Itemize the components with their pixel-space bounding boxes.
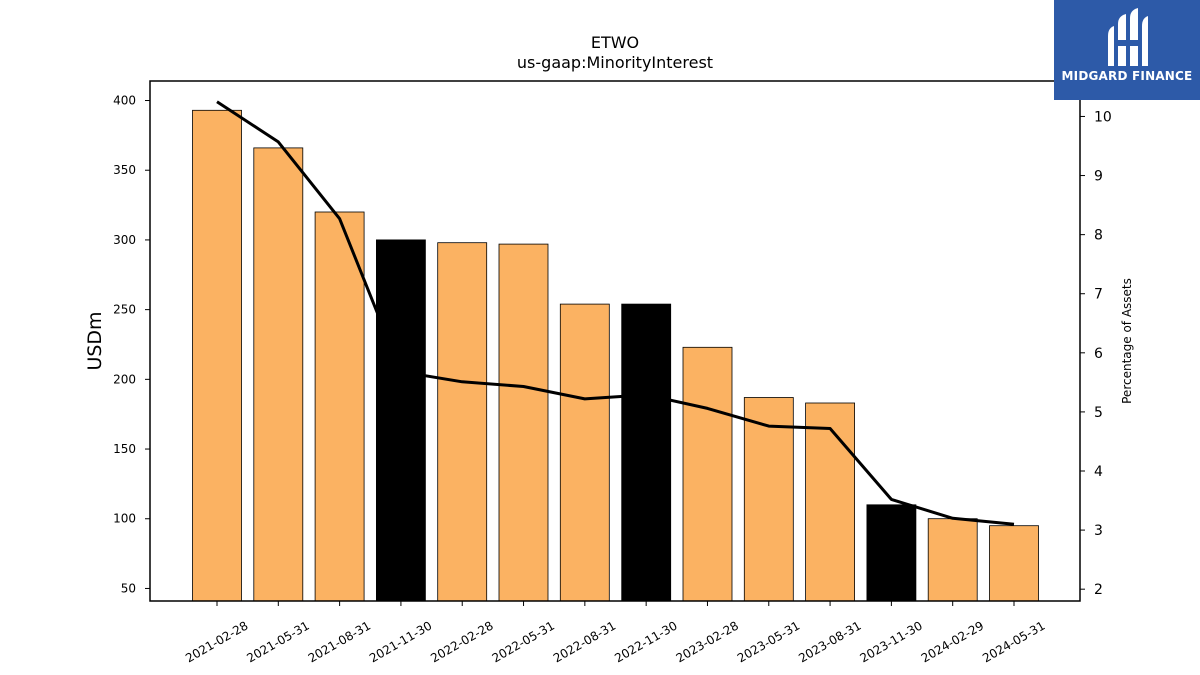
y-tick-label: 50 [121,581,136,595]
y2-axis-label: Percentage of Assets [1120,278,1134,404]
plot-frame [149,80,1081,602]
y-tick-label: 350 [113,163,136,177]
y2-tick-label: 3 [1094,523,1103,539]
bar-2022-05-31 [498,243,549,602]
bar-2022-02-28 [437,242,488,602]
x-tick-label: 2021-11-30 [367,618,434,665]
x-axis-ticks: 2021-02-282021-05-312021-08-312021-11-30… [183,601,1048,665]
x-tick-label: 2021-08-31 [306,618,373,665]
bar-2022-08-31 [559,303,610,602]
x-tick-label: 2024-05-31 [980,618,1047,665]
bar-2023-05-31 [743,397,794,602]
logo-text: MIDGARD FINANCE [1061,69,1193,83]
x-tick-label: 2022-05-31 [490,618,557,665]
bar-2023-02-28 [682,346,733,602]
left-axis-ticks: 50 100 150 200 250 300 350 400 [113,94,150,595]
bar-2024-02-29 [927,518,978,602]
x-tick-label: 2023-11-30 [857,618,924,665]
x-tick-label: 2023-02-28 [674,618,741,665]
logo-mark-icon [1108,8,1148,66]
bar-2023-11-30 [866,504,917,602]
y2-tick-label: 4 [1094,464,1103,480]
y2-tick-label: 10 [1094,109,1112,125]
bar-2021-02-28 [192,109,242,602]
y-tick-label: 200 [113,372,136,386]
y-tick-label: 250 [113,303,136,317]
y-tick-label: 400 [113,94,136,108]
bar-2022-11-30 [621,303,672,602]
bar-2021-11-30 [375,239,426,602]
right-axis-ticks: 2 3 4 5 6 7 8 9 10 [1080,109,1112,598]
y-tick-label: 100 [113,512,136,526]
percentage-series-line [216,100,1015,526]
x-tick-label: 2024-02-29 [919,618,986,665]
x-tick-label: 2023-05-31 [735,618,802,665]
x-tick-label: 2022-02-28 [428,618,495,665]
bars [192,109,1039,602]
y2-tick-label: 9 [1094,169,1103,185]
bar-2024-05-31 [989,525,1039,602]
y2-tick-label: 6 [1094,346,1103,362]
y-tick-label: 300 [113,233,136,247]
y2-tick-label: 8 [1094,228,1103,244]
x-tick-label: 2023-08-31 [796,618,863,665]
y-tick-label: 150 [113,442,136,456]
y2-tick-label: 7 [1094,287,1103,303]
y-axis-label: USDm [84,311,106,370]
x-tick-label: 2022-11-30 [612,618,679,665]
bar-2023-08-31 [805,402,855,602]
x-tick-label: 2021-02-28 [183,618,250,665]
bar-2021-05-31 [253,147,304,602]
y2-tick-label: 2 [1094,582,1103,598]
percentage-line [216,100,1015,526]
x-tick-label: 2021-05-31 [244,618,311,665]
chart-title: ETWO [591,33,639,52]
chart-subtitle: us-gaap:MinorityInterest [517,53,713,72]
x-tick-label: 2022-08-31 [551,618,618,665]
logo: MIDGARD FINANCE [1054,0,1200,100]
bar-2021-08-31 [314,211,365,602]
y2-tick-label: 5 [1094,405,1103,421]
